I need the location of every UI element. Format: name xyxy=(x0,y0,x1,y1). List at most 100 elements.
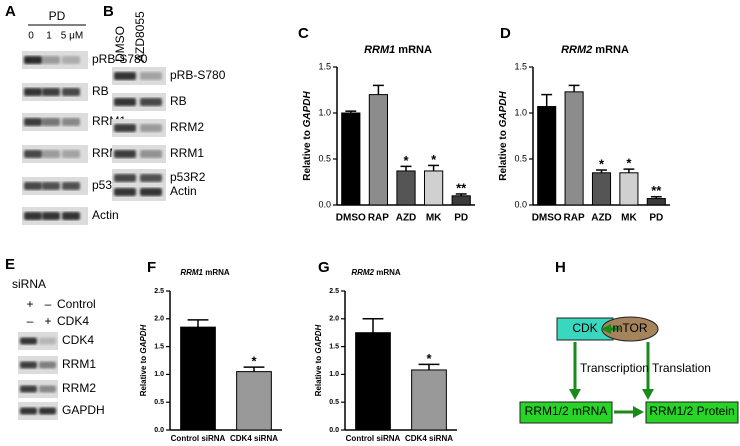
blot-band xyxy=(114,98,136,106)
panel-letter: C xyxy=(298,25,309,42)
blot-row-label: pRB-S780 xyxy=(92,52,148,66)
sign: + xyxy=(26,297,33,311)
y-tick-label: 0.5 xyxy=(514,153,527,163)
node-label: RRM1/2 mRNA xyxy=(525,404,608,418)
blot-band xyxy=(114,174,136,182)
ylabel-gene: GAPDH xyxy=(139,324,148,353)
bar xyxy=(180,326,216,431)
blot-row-label: pRB-S780 xyxy=(170,68,226,82)
y-tick-label: 2.5 xyxy=(154,288,164,295)
y-tick-label: 1.0 xyxy=(154,371,164,378)
blot-strip xyxy=(112,93,166,111)
x-tick-label: MK xyxy=(426,213,442,224)
blot-band xyxy=(24,118,42,126)
blot-band xyxy=(20,361,37,369)
ylabel-gene: GAPDH xyxy=(314,324,323,353)
blot-row-label: GAPDH xyxy=(62,403,105,417)
blot-row-label: RRM1 xyxy=(170,146,204,160)
node-label: mTOR xyxy=(612,321,647,335)
y-tick-label: 1.0 xyxy=(329,371,339,378)
blot-band xyxy=(140,98,162,106)
y-tick-label: 1.0 xyxy=(318,107,331,117)
y-axis-label: Relative to GAPDH xyxy=(302,90,313,180)
blot-row-label: RRM2 xyxy=(170,120,204,134)
protein-box xyxy=(645,401,739,424)
treatment-label: siRNA xyxy=(12,277,46,291)
bar xyxy=(646,198,666,206)
dose-label: 5 μM xyxy=(61,31,83,42)
blot-strip xyxy=(18,380,58,398)
blot-row-label: p53R2 xyxy=(170,170,206,184)
blot-band xyxy=(62,56,80,64)
y-tick-label: 0.0 xyxy=(154,427,164,434)
bar xyxy=(619,172,639,206)
blot-strip xyxy=(112,67,166,85)
significance: * xyxy=(431,152,437,167)
title-gene: RRM2 xyxy=(351,268,374,277)
significance: ** xyxy=(651,183,662,198)
blot-band xyxy=(20,407,37,415)
blot-band xyxy=(62,182,80,190)
blot-band xyxy=(114,72,136,80)
significance: * xyxy=(403,153,409,168)
title-text: mRNA xyxy=(595,44,629,56)
chart-title: RRM1 mRNA xyxy=(364,44,432,56)
edge-label: Transcription xyxy=(580,361,649,375)
arrow-head xyxy=(633,406,644,418)
dose-label: 1 xyxy=(46,31,52,42)
x-tick-label: DMSO xyxy=(532,213,562,224)
y-tick-label: 0.0 xyxy=(329,427,339,434)
blot-row-label: RRM1 xyxy=(62,357,96,371)
bar xyxy=(537,106,557,206)
y-tick-label: 1.0 xyxy=(514,107,527,117)
arrow-head xyxy=(569,389,581,400)
blot-row-label: Actin xyxy=(92,208,119,222)
blot-row-label: CDK4 xyxy=(62,333,94,347)
blot-band xyxy=(20,385,37,393)
sign: – xyxy=(45,297,52,311)
bar xyxy=(423,170,444,206)
bar xyxy=(236,371,272,431)
y-tick-label: 0.5 xyxy=(329,399,339,406)
blot-band xyxy=(39,385,56,393)
x-tick-label: CDK4 siRNA xyxy=(230,434,278,443)
y-axis-label: Relative to GAPDH xyxy=(498,90,509,180)
ylabel-text: Relative to xyxy=(139,356,148,397)
arrow-head xyxy=(601,324,611,334)
sign: – xyxy=(27,314,34,328)
static-layer xyxy=(28,24,739,424)
blot-band xyxy=(140,188,162,196)
y-tick-label: 1.5 xyxy=(154,343,164,350)
bar xyxy=(451,195,471,206)
blot-band xyxy=(62,88,80,96)
blot-band xyxy=(114,124,136,132)
arrow-head xyxy=(642,389,654,400)
bar xyxy=(355,332,391,431)
blot-band xyxy=(39,407,56,415)
significance: * xyxy=(426,351,432,366)
blot-strip xyxy=(112,119,166,137)
blot-strip xyxy=(18,402,58,420)
panel-letter: A xyxy=(5,3,16,20)
y-tick-label: 1.5 xyxy=(514,61,527,71)
blot-band xyxy=(140,174,162,182)
blot-band xyxy=(24,182,42,190)
condition-label: Control xyxy=(57,297,96,311)
y-tick-label: 0.0 xyxy=(318,199,331,209)
blot-band xyxy=(114,150,136,158)
bar xyxy=(396,170,416,206)
blot-band xyxy=(39,361,56,369)
x-tick-label: PD xyxy=(454,213,468,224)
y-tick-label: 1.5 xyxy=(329,343,339,350)
bar xyxy=(341,112,361,206)
y-axis-label: Relative to GAPDH xyxy=(139,324,148,396)
significance: * xyxy=(626,156,632,171)
chart-title: RRM1 mRNA xyxy=(180,268,230,277)
blot-band xyxy=(24,150,42,158)
lane-label: AZD8055 xyxy=(133,11,147,62)
ylabel-text: Relative to xyxy=(498,130,509,181)
blot-row-label: Actin xyxy=(170,184,197,198)
title-text: mRNA xyxy=(398,44,432,56)
chart-title: RRM2 mRNA xyxy=(351,268,401,277)
title-gene: RRM2 xyxy=(561,44,592,56)
